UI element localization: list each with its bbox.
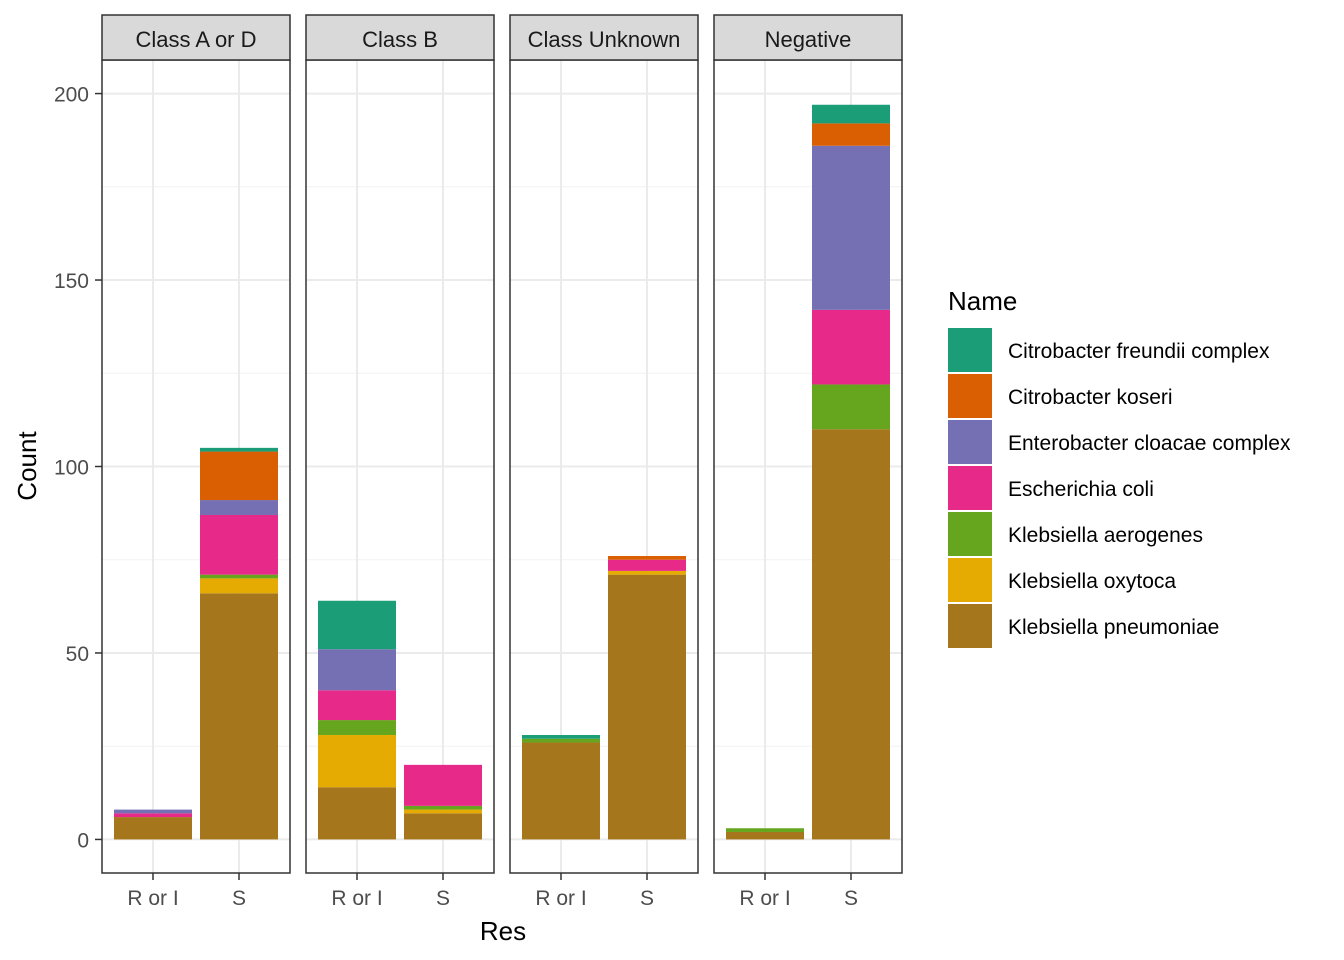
bar-segment (114, 817, 192, 840)
legend-label: Klebsiella pneumoniae (1008, 616, 1219, 639)
x-tick-label: R or I (331, 887, 382, 910)
facet-panel: Negative R or I S (713, 14, 903, 910)
x-axis-title: Res (480, 916, 526, 946)
bar-segment (608, 556, 686, 560)
facet-label: Negative (765, 27, 852, 52)
bar-segment (812, 145, 890, 310)
legend-item: Klebsiella oxytoca (948, 558, 1176, 602)
legend-key (948, 466, 992, 510)
y-axis-title: Count (12, 431, 42, 501)
bar-segment (200, 500, 278, 515)
facet-panel: Class B R or I S (305, 14, 495, 910)
legend-item: Escherichia coli (948, 466, 1154, 510)
x-tick-label: R or I (739, 887, 790, 910)
bar-segment (200, 447, 278, 452)
bar-segment (200, 593, 278, 840)
bar-segment (114, 809, 192, 814)
bar-segment (812, 384, 890, 430)
legend-label: Klebsiella oxytoca (1008, 570, 1176, 593)
legend-item: Citrobacter koseri (948, 374, 1173, 418)
x-tick-label: R or I (127, 887, 178, 910)
legend-label: Citrobacter koseri (1008, 386, 1173, 409)
x-tick-label: S (640, 887, 654, 910)
bar-segment (608, 574, 686, 840)
bar-segment (608, 570, 686, 575)
bar-segment (404, 813, 482, 840)
bar-segment (200, 574, 278, 579)
legend-label: Enterobacter cloacae complex (1008, 432, 1291, 455)
bar-segment (318, 720, 396, 736)
legend-key (948, 374, 992, 418)
facet-strip (101, 14, 291, 61)
y-axis: 0 50 100 150 200 (54, 84, 102, 852)
bar-segment (812, 429, 890, 840)
facet-label: Class Unknown (528, 27, 681, 52)
bar-segment (318, 649, 396, 691)
bar-segment (404, 809, 482, 814)
y-tick-label: 150 (54, 270, 89, 293)
y-tick-label: 200 (54, 84, 89, 107)
legend-label: Klebsiella aerogenes (1008, 524, 1203, 547)
legend-item: Klebsiella aerogenes (948, 512, 1203, 556)
bar-segment (200, 578, 278, 594)
bar-segment (318, 600, 396, 650)
bar-segment (404, 764, 482, 806)
bar-segment (608, 559, 686, 571)
x-tick-label: S (436, 887, 450, 910)
bar-segment (114, 813, 192, 818)
bar-segment (318, 787, 396, 840)
legend-label: Escherichia coli (1008, 478, 1154, 501)
y-tick-label: 50 (66, 643, 89, 666)
facet-strip (305, 14, 495, 61)
bar-segment (200, 451, 278, 501)
legend-item: Enterobacter cloacae complex (948, 420, 1291, 464)
facet-strip (509, 14, 699, 61)
y-tick-label: 0 (77, 829, 89, 852)
facet-strip (713, 14, 903, 61)
legend-key (948, 604, 992, 648)
bar-segment (200, 514, 278, 575)
facet-label: Class A or D (135, 27, 256, 52)
x-tick-label: R or I (535, 887, 586, 910)
x-tick-label: S (844, 887, 858, 910)
bar-segment (522, 742, 600, 840)
y-tick-label: 100 (54, 457, 89, 480)
facet-panel: Class A or D R or I S (101, 14, 291, 910)
legend-item: Klebsiella pneumoniae (948, 604, 1219, 648)
bar-segment (404, 805, 482, 810)
bar-segment (726, 828, 804, 832)
x-tick-label: S (232, 887, 246, 910)
legend-key (948, 420, 992, 464)
bar-segment (318, 690, 396, 721)
bar-segment (812, 104, 890, 124)
bar-segment (726, 831, 804, 840)
bar-segment (522, 735, 600, 739)
legend-key (948, 512, 992, 556)
facet-panel: Class Unknown R or I S (509, 14, 699, 910)
bar-segment (812, 309, 890, 385)
bar-segment (522, 738, 600, 743)
legend-title: Name (948, 286, 1017, 316)
legend-key (948, 328, 992, 372)
bar-segment (812, 123, 890, 146)
legend-key (948, 558, 992, 602)
legend: Name Citrobacter freundii complex Citroba… (948, 286, 1291, 648)
bar-segment (318, 735, 396, 788)
facet-label: Class B (362, 27, 438, 52)
legend-label: Citrobacter freundii complex (1008, 340, 1270, 363)
legend-item: Citrobacter freundii complex (948, 328, 1270, 372)
